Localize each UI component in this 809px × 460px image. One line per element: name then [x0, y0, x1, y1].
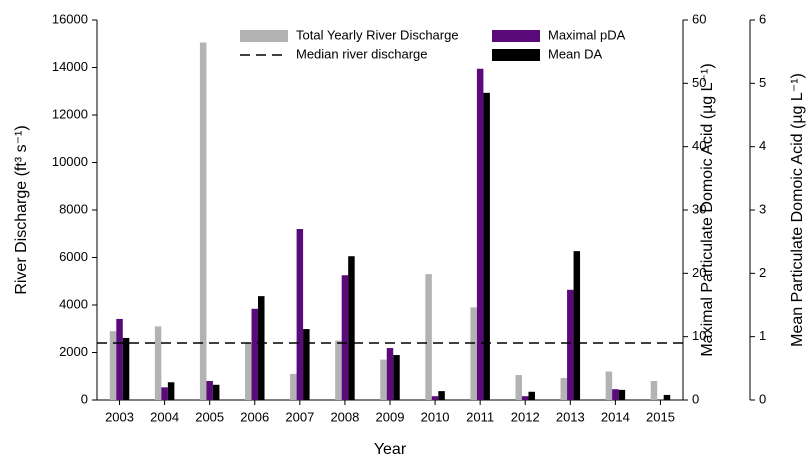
x-tick-label: 2007	[285, 409, 314, 424]
y3-tick-label: 2	[759, 265, 766, 280]
bar	[650, 381, 658, 400]
legend-label: Median river discharge	[296, 46, 428, 61]
x-tick-label: 2005	[195, 409, 224, 424]
y-tick-label: 2000	[59, 344, 88, 359]
x-tick-label: 2011	[466, 409, 494, 424]
bar	[258, 296, 265, 400]
bar	[605, 371, 613, 400]
bar	[573, 251, 581, 400]
bar	[303, 329, 310, 400]
bar	[380, 359, 387, 400]
bar	[386, 348, 394, 400]
y-tick-label: 12000	[52, 106, 88, 121]
x-tick-label: 2015	[646, 409, 675, 424]
bar	[154, 326, 162, 400]
bar	[335, 340, 342, 400]
y-tick-label: 14000	[52, 59, 88, 74]
bar	[470, 307, 477, 400]
bar	[431, 396, 439, 400]
x-tick-label: 2009	[376, 409, 405, 424]
y2-tick-label: 10	[692, 328, 706, 343]
y-axis-label: River Discharge (ft³ s⁻¹)	[13, 125, 30, 294]
legend-label: Maximal pDA	[548, 27, 626, 42]
bar	[245, 343, 252, 400]
bar	[251, 308, 259, 400]
x-tick-label: 2004	[150, 409, 179, 424]
y-tick-label: 8000	[59, 201, 88, 216]
y-tick-label: 0	[81, 391, 88, 406]
bar	[567, 289, 574, 400]
y3-tick-label: 6	[759, 11, 766, 26]
bar	[348, 256, 355, 400]
legend-swatch	[492, 49, 540, 61]
x-tick-label: 2008	[330, 409, 359, 424]
y3-axis-label: Mean Particulate Domoic Acid (µg L⁻¹)	[789, 73, 806, 347]
bar	[528, 391, 535, 400]
bar	[515, 375, 522, 400]
bar	[212, 384, 220, 400]
x-tick-label: 2012	[511, 409, 540, 424]
legend-label: Mean DA	[548, 46, 603, 61]
y3-tick-label: 5	[759, 75, 766, 90]
y-tick-label: 6000	[59, 249, 88, 264]
bar	[393, 355, 400, 400]
bar	[109, 331, 117, 400]
bar	[560, 377, 568, 400]
y3-tick-label: 3	[759, 201, 766, 216]
y2-tick-label: 30	[692, 201, 706, 216]
y3-tick-label: 0	[759, 391, 766, 406]
y3-tick-label: 1	[759, 328, 766, 343]
bar	[161, 387, 168, 400]
y2-tick-label: 20	[692, 265, 706, 280]
y-tick-label: 16000	[52, 11, 88, 26]
bar	[206, 381, 213, 400]
legend-swatch	[492, 30, 540, 42]
y3-tick-label: 4	[759, 138, 766, 153]
legend-label: Total Yearly River Discharge	[296, 27, 459, 42]
bar	[341, 275, 349, 400]
bar	[483, 92, 490, 400]
y2-tick-label: 50	[692, 75, 706, 90]
y-tick-label: 4000	[59, 296, 88, 311]
y2-tick-label: 0	[692, 391, 699, 406]
legend-swatch	[240, 30, 288, 42]
bar	[425, 274, 432, 400]
x-axis-label: Year	[374, 441, 407, 458]
bar	[612, 389, 619, 400]
x-tick-label: 2014	[601, 409, 630, 424]
x-tick-label: 2013	[556, 409, 585, 424]
x-tick-label: 2003	[105, 409, 134, 424]
bar	[438, 391, 445, 400]
bar	[199, 42, 207, 400]
bar	[290, 373, 297, 400]
x-tick-label: 2010	[421, 409, 450, 424]
y-tick-label: 10000	[52, 154, 88, 169]
x-tick-label: 2006	[240, 409, 269, 424]
y2-axis-label: Maximal Particulate Domoic Acid (µg L⁻¹)	[699, 63, 716, 356]
y2-tick-label: 60	[692, 11, 706, 26]
bar	[122, 337, 130, 400]
bar	[167, 382, 175, 400]
bar	[476, 68, 484, 401]
bar	[296, 229, 304, 400]
y2-tick-label: 40	[692, 138, 706, 153]
bar	[663, 394, 671, 400]
bar	[521, 396, 529, 400]
bar	[618, 389, 626, 400]
bar	[116, 318, 123, 400]
